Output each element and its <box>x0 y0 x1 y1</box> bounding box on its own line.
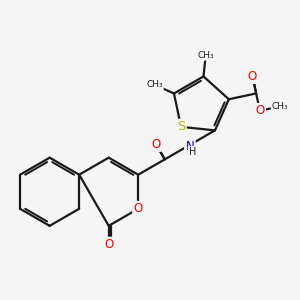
Text: CH₃: CH₃ <box>146 80 163 89</box>
Text: O: O <box>134 202 143 215</box>
Text: O: O <box>255 104 265 117</box>
Text: H: H <box>189 147 196 158</box>
Text: O: O <box>248 70 257 83</box>
Text: O: O <box>151 137 160 151</box>
Text: N: N <box>185 140 194 153</box>
Text: S: S <box>177 120 185 133</box>
Text: CH₃: CH₃ <box>272 102 288 111</box>
Text: CH₃: CH₃ <box>197 51 214 60</box>
Text: O: O <box>104 238 113 251</box>
